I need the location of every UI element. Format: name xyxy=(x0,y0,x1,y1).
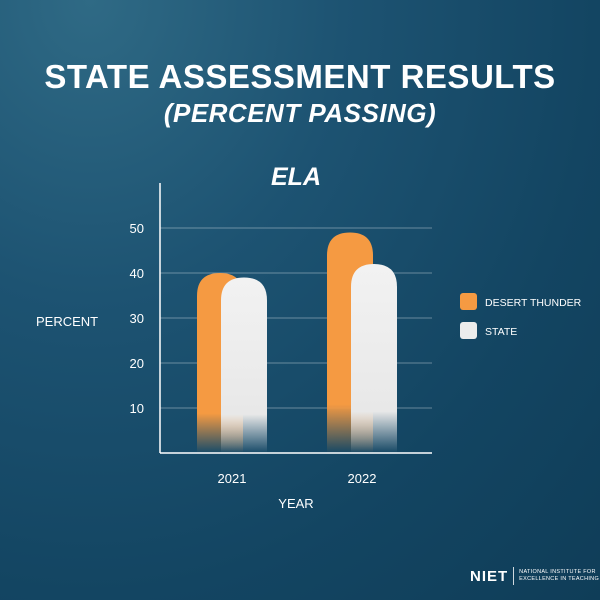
tick-labels: 10 20 30 40 50 2021 2022 xyxy=(130,221,377,486)
x-tick-label: 2022 xyxy=(348,471,377,486)
x-tick-label: 2021 xyxy=(218,471,247,486)
logo-divider xyxy=(513,567,515,585)
legend-label-state: STATE xyxy=(485,326,517,338)
niet-logo: NIET NATIONAL INSTITUTE FOR EXCELLENCE I… xyxy=(470,565,600,587)
main-title: STATE ASSESSMENT RESULTS xyxy=(44,58,556,95)
x-axis-label: YEAR xyxy=(278,496,313,511)
legend: DESERT THUNDER STATE xyxy=(460,293,582,339)
y-tick-label: 50 xyxy=(130,221,144,236)
legend-label-desert-thunder: DESERT THUNDER xyxy=(485,297,582,309)
bar-state-2022 xyxy=(351,264,397,453)
logo-full-name: NATIONAL INSTITUTE FOR EXCELLENCE IN TEA… xyxy=(519,569,600,582)
chart-title: ELA xyxy=(271,163,321,191)
y-tick-label: 10 xyxy=(130,401,144,416)
legend-swatch-state xyxy=(460,322,477,339)
y-tick-label: 20 xyxy=(130,356,144,371)
legend-swatch-desert-thunder xyxy=(460,293,477,310)
y-tick-label: 40 xyxy=(130,266,144,281)
y-axis-label: PERCENT xyxy=(36,314,98,329)
bar-state-2021 xyxy=(221,277,267,453)
main-subtitle: (PERCENT PASSING) xyxy=(163,98,437,128)
bars xyxy=(197,232,397,453)
axes xyxy=(159,183,432,454)
y-tick-label: 30 xyxy=(130,311,144,326)
logo-mark: NIET xyxy=(470,567,509,585)
